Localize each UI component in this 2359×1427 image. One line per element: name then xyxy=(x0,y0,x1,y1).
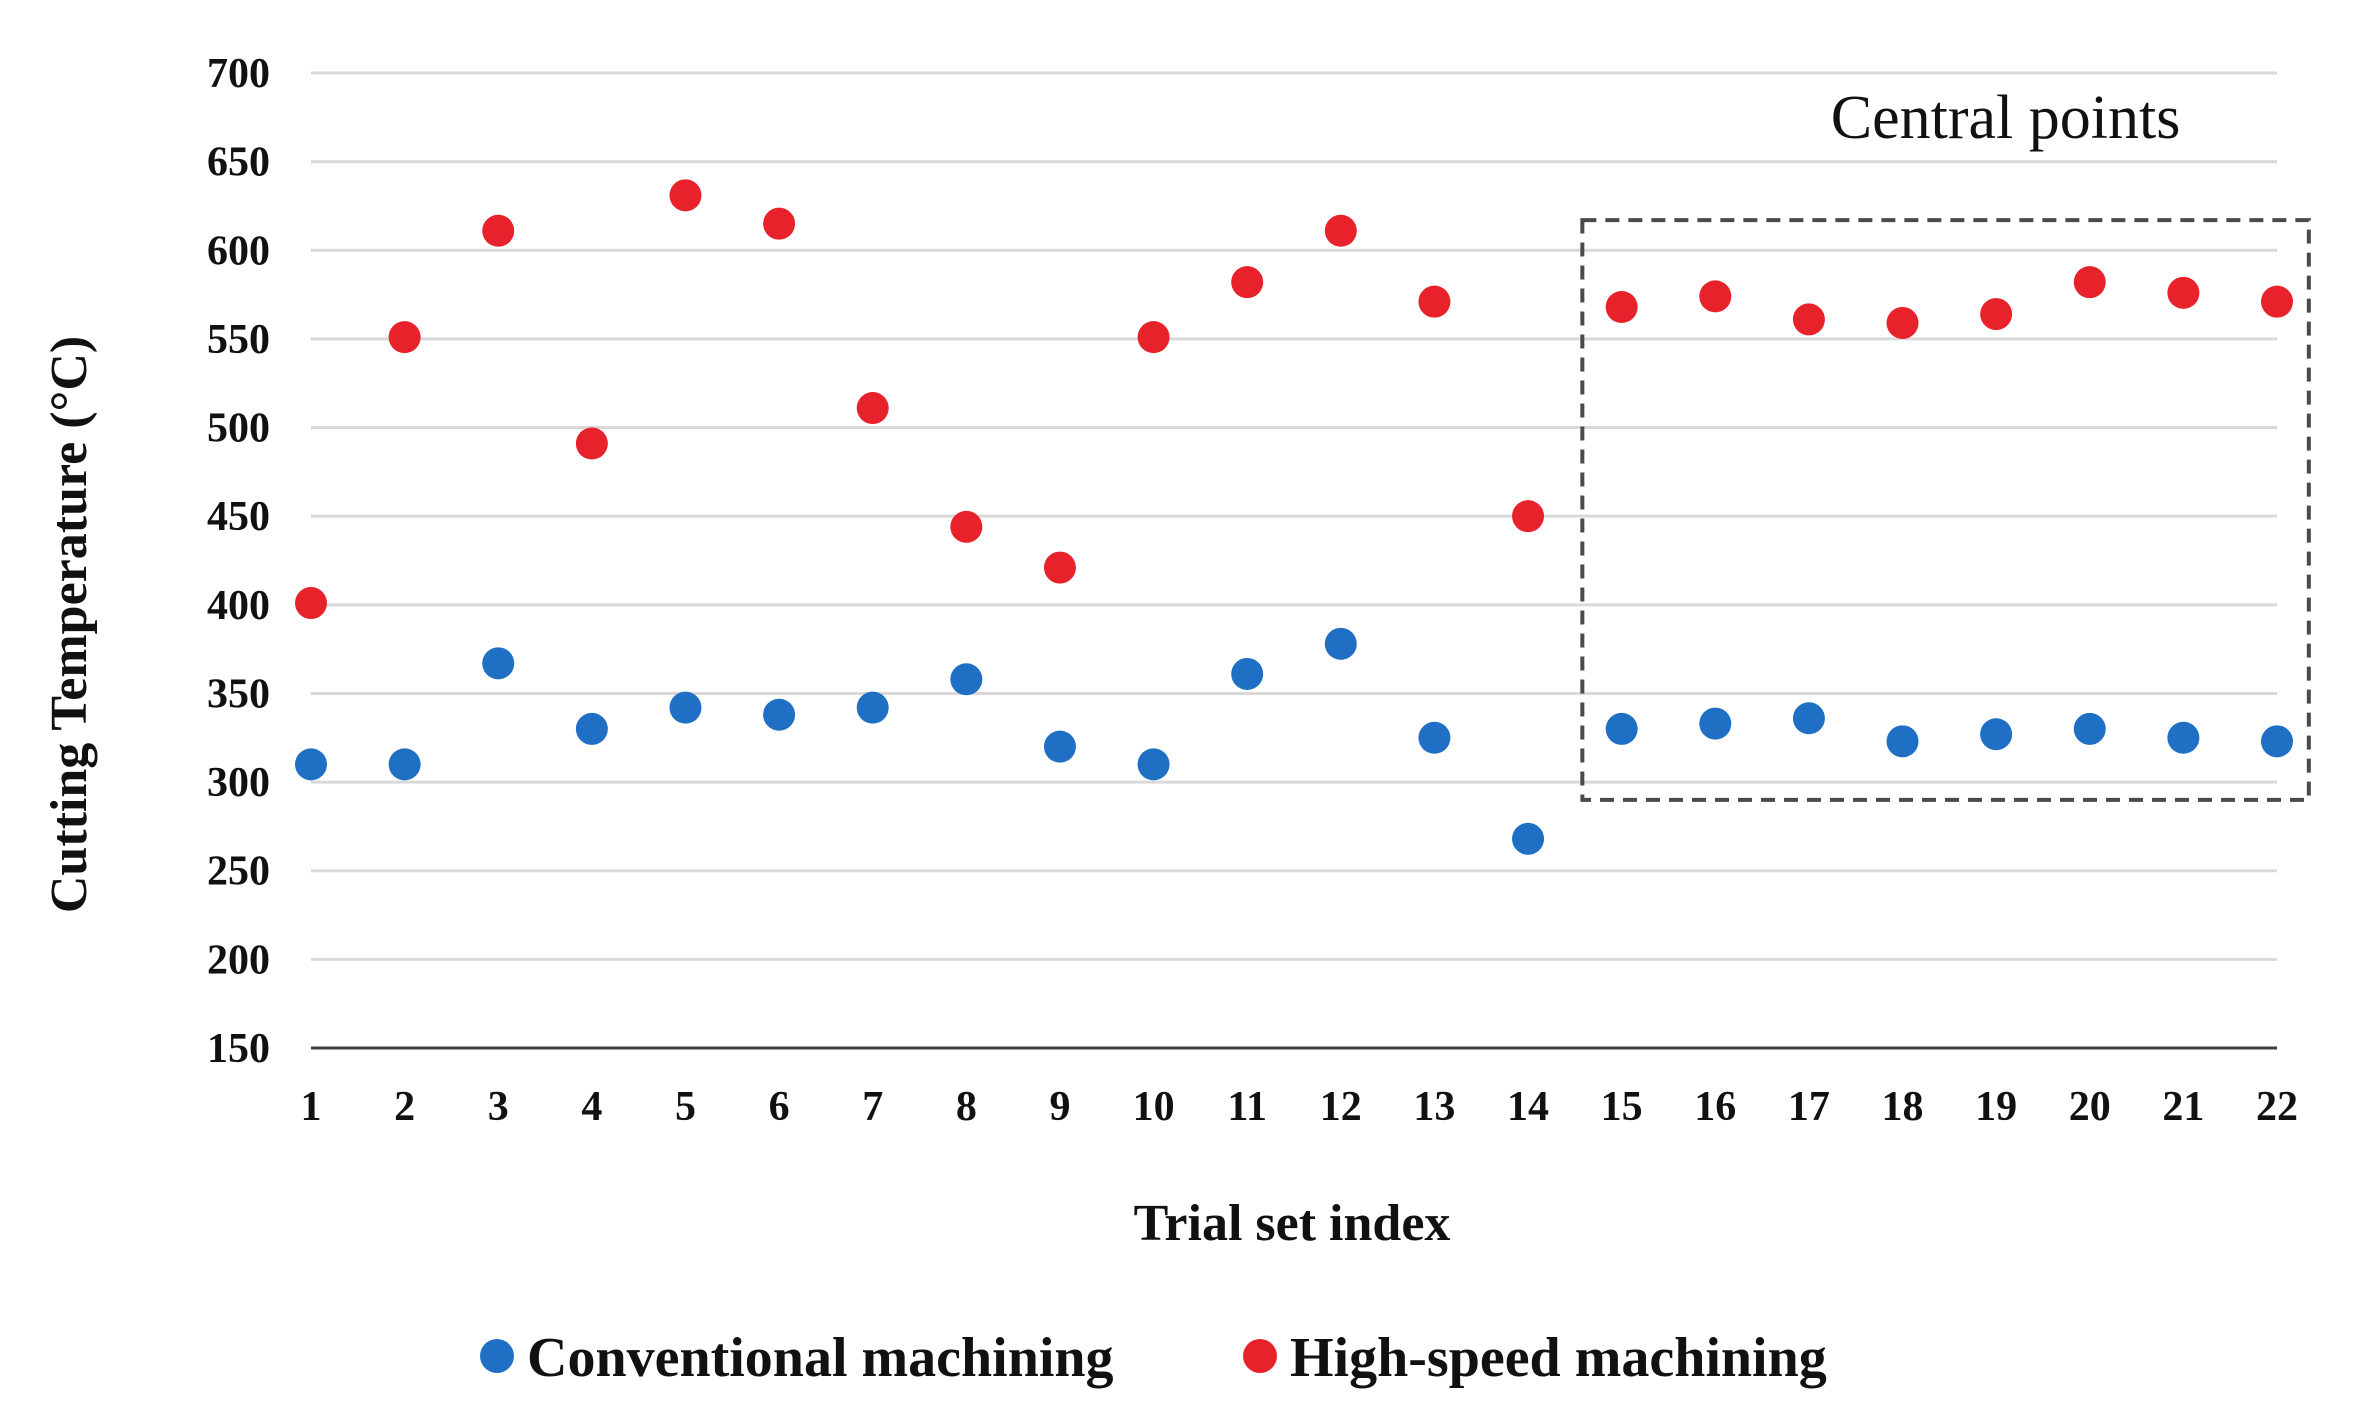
x-tick-label: 22 xyxy=(2256,1084,2298,1130)
point-conventional xyxy=(1418,721,1451,754)
x-tick-label: 19 xyxy=(1975,1084,2017,1130)
point-conventional xyxy=(1512,822,1545,855)
point-conventional xyxy=(1137,748,1170,781)
y-tick-label: 150 xyxy=(207,1026,270,1072)
legend-label-high-speed: High-speed machining xyxy=(1290,1327,1827,1389)
central-points-label: Central points xyxy=(1831,84,2181,152)
legend: Conventional machining High-speed machin… xyxy=(480,1327,1827,1389)
point-high-speed xyxy=(1512,500,1545,533)
x-axis-title: Trial set index xyxy=(1134,1195,1451,1252)
y-tick-label: 500 xyxy=(207,406,270,452)
x-tick-label: 10 xyxy=(1133,1084,1175,1130)
central-points-box xyxy=(1580,218,2311,802)
x-tick-label: 2 xyxy=(394,1084,415,1130)
point-high-speed xyxy=(1886,306,1919,339)
point-high-speed xyxy=(2261,285,2293,318)
point-conventional xyxy=(2073,712,2106,745)
point-high-speed xyxy=(575,427,608,460)
point-conventional xyxy=(388,748,421,781)
point-conventional xyxy=(575,712,608,745)
x-tick-label: 9 xyxy=(1049,1084,1070,1130)
y-tick-label: 550 xyxy=(207,317,270,363)
point-conventional xyxy=(1699,707,1732,740)
point-high-speed xyxy=(669,179,702,212)
point-conventional xyxy=(2261,725,2293,758)
point-conventional xyxy=(1886,725,1919,758)
point-conventional xyxy=(295,748,327,781)
point-conventional xyxy=(482,647,515,680)
legend-marker-conventional xyxy=(480,1339,514,1373)
point-conventional xyxy=(1605,712,1638,745)
point-high-speed xyxy=(388,321,421,354)
point-conventional xyxy=(1324,627,1357,660)
point-high-speed xyxy=(1231,266,1264,299)
point-conventional xyxy=(763,698,796,731)
y-tick-label: 200 xyxy=(207,937,270,983)
x-tick-label: 20 xyxy=(2069,1084,2111,1130)
y-tick-label: 300 xyxy=(207,760,270,806)
x-tick-label: 15 xyxy=(1601,1084,1643,1130)
y-tick-label: 350 xyxy=(207,671,270,717)
point-high-speed xyxy=(1792,303,1825,336)
legend-marker-high-speed xyxy=(1243,1339,1277,1373)
gridlines xyxy=(311,71,2277,961)
point-high-speed xyxy=(2167,276,2200,309)
point-high-speed xyxy=(1418,285,1451,318)
point-high-speed xyxy=(856,392,889,425)
point-conventional xyxy=(856,691,889,724)
x-tick-label: 3 xyxy=(488,1084,509,1130)
y-tick-label: 400 xyxy=(207,583,270,629)
x-tick-label: 21 xyxy=(2162,1084,2204,1130)
point-high-speed xyxy=(1605,291,1638,323)
point-high-speed xyxy=(1324,214,1357,247)
x-tick-label: 7 xyxy=(862,1084,883,1130)
point-conventional xyxy=(1980,718,2013,751)
y-tick-label: 600 xyxy=(207,228,270,274)
point-high-speed xyxy=(1980,298,2013,331)
point-high-speed xyxy=(482,214,515,247)
point-conventional xyxy=(1043,730,1076,763)
point-high-speed xyxy=(950,510,983,543)
y-tick-label: 700 xyxy=(207,51,270,97)
x-tick-label: 8 xyxy=(956,1084,977,1130)
point-conventional xyxy=(1792,702,1825,735)
legend-label-conventional: Conventional machining xyxy=(527,1327,1114,1389)
y-tick-label: 650 xyxy=(207,140,270,186)
x-tick-label: 11 xyxy=(1227,1084,1267,1130)
point-high-speed xyxy=(763,207,796,240)
central-points-annotation: Central points xyxy=(1580,84,2311,802)
point-conventional xyxy=(2167,721,2200,754)
x-tick-label: 4 xyxy=(581,1084,602,1130)
point-conventional xyxy=(1231,657,1264,690)
y-axis-title: Cutting Temperature (°C) xyxy=(41,336,98,913)
x-tick-label: 13 xyxy=(1413,1084,1455,1130)
x-tick-label: 6 xyxy=(769,1084,790,1130)
x-tick-label: 12 xyxy=(1320,1084,1362,1130)
data-points xyxy=(295,179,2293,855)
y-tick-label: 250 xyxy=(207,849,270,895)
point-high-speed xyxy=(1043,551,1076,584)
point-high-speed xyxy=(1699,280,1732,313)
x-tick-label: 14 xyxy=(1507,1084,1549,1130)
x-tick-label: 1 xyxy=(301,1084,322,1130)
point-high-speed xyxy=(295,587,327,620)
point-high-speed xyxy=(1137,321,1170,354)
x-tick-label: 18 xyxy=(1882,1084,1924,1130)
x-tick-label: 16 xyxy=(1694,1084,1736,1130)
point-conventional xyxy=(669,691,702,724)
x-tick-label: 17 xyxy=(1788,1084,1830,1130)
point-conventional xyxy=(950,663,983,696)
x-tick-label: 5 xyxy=(675,1084,696,1130)
point-high-speed xyxy=(2073,266,2106,299)
y-tick-label: 450 xyxy=(207,494,270,540)
